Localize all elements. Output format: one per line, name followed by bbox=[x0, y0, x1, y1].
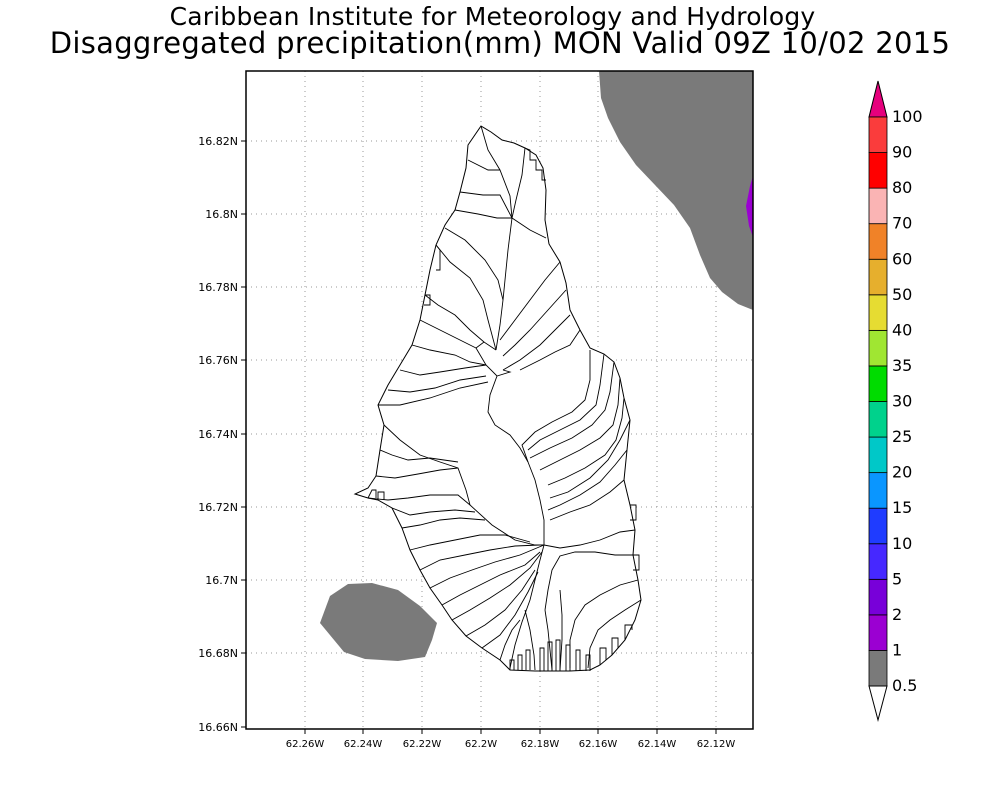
colorbar-cell bbox=[868, 294, 888, 331]
colorbar-label: 20 bbox=[892, 463, 912, 482]
y-tick-label: 16.82N bbox=[198, 135, 238, 148]
colorbar-cell bbox=[868, 329, 888, 367]
colorbar-cell bbox=[868, 650, 888, 687]
east-edge-patch bbox=[746, 176, 753, 237]
x-tick-label: 62.2W bbox=[465, 739, 497, 750]
colorbar-top-arrow bbox=[868, 80, 888, 118]
colorbar-cell bbox=[868, 507, 888, 545]
southwest-sea-area bbox=[320, 583, 437, 661]
colorbar-label: 2 bbox=[892, 605, 902, 624]
colorbar-label: 30 bbox=[892, 392, 912, 411]
colorbar-cell bbox=[868, 365, 888, 402]
colorbar-label: 10 bbox=[892, 534, 912, 553]
y-axis-labels: 16.82N 16.8N 16.78N 16.76N 16.74N 16.72N… bbox=[198, 135, 238, 734]
x-tick-label: 62.24W bbox=[344, 739, 383, 750]
map-frame bbox=[245, 70, 754, 730]
y-tick-label: 16.72N bbox=[198, 501, 238, 514]
coastal-detail bbox=[367, 147, 640, 671]
y-tick-label: 16.74N bbox=[198, 428, 238, 441]
colorbar-cell bbox=[868, 614, 888, 651]
colorbar-cell bbox=[868, 578, 888, 616]
colorbar-label: 80 bbox=[892, 178, 912, 197]
northeast-sea-area bbox=[599, 71, 753, 310]
colorbar-label: 50 bbox=[892, 285, 912, 304]
y-tick-label: 16.8N bbox=[205, 208, 238, 221]
catchment-lines bbox=[367, 125, 642, 671]
colorbar-cells bbox=[868, 116, 888, 687]
colorbar-bottom-arrow bbox=[868, 685, 888, 722]
x-axis bbox=[304, 729, 717, 734]
y-tick-label: 16.78N bbox=[198, 281, 238, 294]
colorbar-label: 35 bbox=[892, 356, 912, 375]
colorbar-cell bbox=[868, 543, 888, 580]
y-tick-label: 16.7N bbox=[205, 574, 238, 587]
y-tick-label: 16.76N bbox=[198, 354, 238, 367]
colorbar-label: 25 bbox=[892, 427, 912, 446]
y-axis bbox=[241, 140, 246, 728]
colorbar-cell bbox=[868, 187, 888, 225]
island-outline bbox=[353, 125, 642, 672]
x-tick-label: 62.14W bbox=[638, 739, 677, 750]
colorbar-label: 90 bbox=[892, 143, 912, 162]
colorbar-label: 15 bbox=[892, 498, 912, 517]
colorbar-cell bbox=[868, 436, 888, 474]
colorbar-cell bbox=[868, 152, 888, 189]
colorbar-label: 40 bbox=[892, 320, 912, 339]
x-tick-label: 62.22W bbox=[403, 739, 442, 750]
colorbar-label: 70 bbox=[892, 214, 912, 233]
colorbar-cell bbox=[868, 258, 888, 296]
colorbar-label: 0.5 bbox=[892, 676, 917, 695]
x-tick-label: 62.18W bbox=[521, 739, 560, 750]
colorbar-label: 60 bbox=[892, 249, 912, 268]
colorbar-label: 1 bbox=[892, 640, 902, 659]
colorbar-cell bbox=[868, 223, 888, 260]
colorbar-cell bbox=[868, 401, 888, 438]
x-tick-label: 62.16W bbox=[579, 739, 618, 750]
institute-title: Caribbean Institute for Meteorology and … bbox=[169, 2, 816, 31]
y-tick-label: 16.68N bbox=[198, 647, 238, 660]
colorbar-label: 5 bbox=[892, 569, 902, 588]
colorbar-cell bbox=[868, 116, 888, 153]
colorbar-cell bbox=[868, 472, 888, 509]
colorbar-label: 100 bbox=[892, 107, 923, 126]
x-axis-labels: 62.26W 62.24W 62.22W 62.2W 62.18W 62.16W… bbox=[286, 739, 736, 750]
x-tick-label: 62.12W bbox=[697, 739, 736, 750]
x-tick-label: 62.26W bbox=[286, 739, 325, 750]
y-tick-label: 16.66N bbox=[198, 721, 238, 734]
product-title: Disaggregated precipitation(mm) MON Vali… bbox=[49, 26, 951, 60]
